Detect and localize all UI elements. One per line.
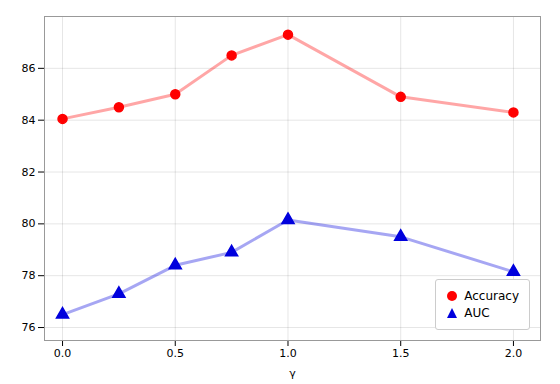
svg-text:0.0: 0.0	[54, 347, 71, 360]
svg-text:80: 80	[22, 217, 36, 230]
svg-text:2.0: 2.0	[505, 347, 523, 360]
svg-text:76: 76	[22, 321, 36, 334]
html-text:AUC: AUC	[464, 306, 490, 320]
svg-text:0.5: 0.5	[167, 347, 185, 360]
svg-text:84: 84	[22, 114, 36, 127]
html-text:Accuracy: Accuracy	[464, 289, 519, 303]
svg-text:1.5: 1.5	[392, 347, 410, 360]
svg-text:78: 78	[22, 269, 36, 282]
svg-text:γ: γ	[289, 367, 296, 380]
svg-text:1.0: 1.0	[279, 347, 297, 360]
svg-text:86: 86	[22, 62, 36, 75]
svg-text:82: 82	[22, 166, 36, 179]
